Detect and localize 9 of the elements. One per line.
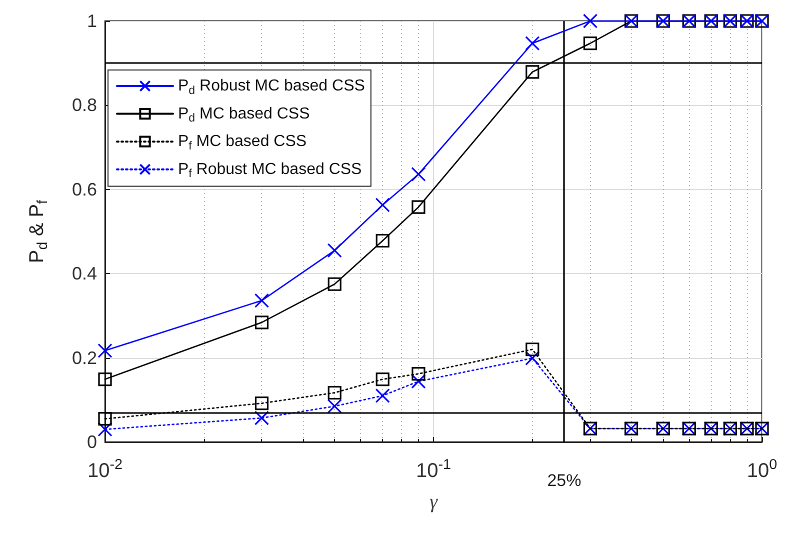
y-tick-label: 0.4 — [72, 264, 97, 284]
y-tick-label: 0 — [86, 432, 97, 452]
y-tick-label: 0.8 — [72, 95, 97, 116]
x-axis-title: γ — [430, 491, 439, 513]
ref-line-label: 25% — [547, 471, 582, 490]
y-tick-label: 0.6 — [72, 179, 97, 200]
y-tick-label: 1 — [86, 11, 97, 31]
y-tick-label: 0.2 — [72, 348, 97, 368]
y-axis-title: Pd & Pf — [26, 198, 51, 264]
